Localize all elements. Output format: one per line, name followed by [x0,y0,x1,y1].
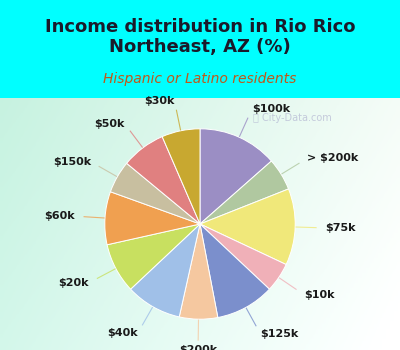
Text: $60k: $60k [44,211,74,221]
Wedge shape [200,189,295,265]
Text: Income distribution in Rio Rico
Northeast, AZ (%): Income distribution in Rio Rico Northeas… [45,18,355,56]
Text: $20k: $20k [58,278,89,288]
Text: $125k: $125k [260,329,299,339]
Wedge shape [200,129,272,224]
Wedge shape [162,129,200,224]
Text: Hispanic or Latino residents: Hispanic or Latino residents [103,72,297,86]
Text: ⓘ City-Data.com: ⓘ City-Data.com [253,113,331,123]
Text: $40k: $40k [107,328,138,338]
Wedge shape [107,224,200,289]
Wedge shape [179,224,218,319]
Wedge shape [127,136,200,224]
Wedge shape [200,224,286,289]
Text: $10k: $10k [304,290,334,300]
Wedge shape [110,163,200,224]
Text: $150k: $150k [53,157,91,167]
Wedge shape [200,224,269,317]
Text: $75k: $75k [326,223,356,233]
Wedge shape [200,161,288,224]
Text: $50k: $50k [94,119,124,128]
Wedge shape [131,224,200,317]
Text: $30k: $30k [144,96,174,106]
Text: $100k: $100k [252,104,290,114]
Wedge shape [105,192,200,245]
Text: $200k: $200k [179,345,217,350]
Text: > $200k: > $200k [307,153,358,163]
